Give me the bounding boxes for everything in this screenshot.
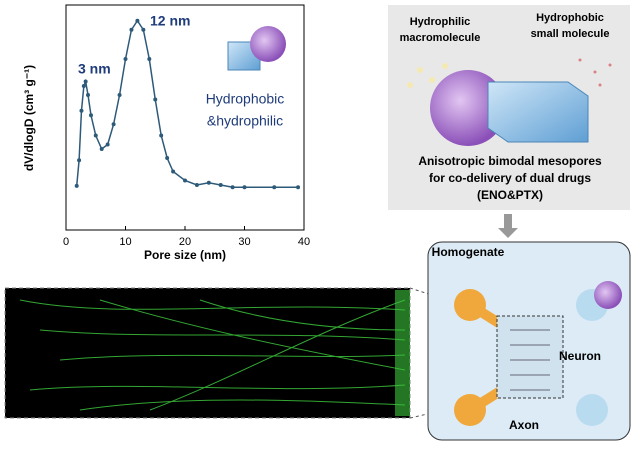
point (135, 18, 140, 23)
annotation: 3 nm (78, 61, 111, 77)
point (123, 57, 128, 61)
point (93, 133, 98, 138)
particle (594, 281, 622, 309)
cube (487, 81, 589, 143)
arrow (498, 214, 518, 238)
point (272, 185, 277, 190)
point (194, 183, 199, 187)
x-tick-label: 30 (238, 236, 250, 248)
x-tick-label: 10 (119, 236, 131, 248)
y-axis-label: dV/dlogD (cm³ g⁻¹) (22, 65, 36, 171)
point (99, 147, 104, 151)
x-tick-label: 40 (298, 236, 310, 248)
axons (19, 299, 406, 411)
x-axis-label: Pore size (nm) (144, 248, 226, 262)
point (79, 108, 84, 113)
well (576, 394, 608, 426)
point (165, 156, 170, 160)
device-label: Neuron (559, 349, 601, 363)
point (83, 79, 88, 84)
point (88, 113, 93, 118)
point (81, 84, 86, 88)
point (206, 180, 211, 185)
device-label: Homogenate (432, 245, 505, 259)
x-tick-label: 20 (179, 236, 191, 248)
micrograph (4, 287, 411, 419)
annotation: &hydrophilic (207, 113, 283, 129)
well (454, 394, 486, 426)
device-label: Axon (509, 418, 539, 432)
drug-dots (578, 58, 612, 87)
point (111, 122, 116, 127)
caption: for co-delivery of dual drugs (429, 171, 591, 185)
point (242, 185, 247, 190)
label: macromolecule (400, 32, 481, 44)
chart: 0 10 20 30 40 (63, 18, 310, 248)
point (183, 178, 187, 183)
point (105, 142, 110, 147)
point (129, 27, 134, 32)
point (218, 183, 223, 187)
label: Hydrophobic (536, 12, 604, 24)
sphere (430, 70, 506, 146)
point (77, 158, 82, 163)
point (296, 185, 301, 190)
annotation: Hydrophobic (206, 91, 285, 107)
chamber (496, 315, 564, 399)
caption: Anisotropic bimodal mesopores (418, 154, 602, 168)
point (117, 93, 122, 97)
point (141, 27, 146, 32)
grooves (510, 329, 550, 391)
drug-dots (407, 63, 448, 88)
point (159, 133, 164, 138)
soma-edge (395, 290, 410, 416)
point (147, 57, 152, 61)
x-tick-label: 0 (63, 236, 69, 248)
point (86, 93, 91, 97)
point (230, 185, 235, 190)
point (153, 97, 158, 102)
annotation: 12 nm (150, 13, 190, 29)
point (171, 169, 176, 174)
label: Hydrophilic (410, 16, 471, 28)
caption: (ENO&PTX) (477, 188, 543, 202)
well (454, 289, 486, 321)
label: small molecule (531, 28, 610, 40)
point (74, 183, 79, 188)
sphere-icon (250, 26, 286, 62)
